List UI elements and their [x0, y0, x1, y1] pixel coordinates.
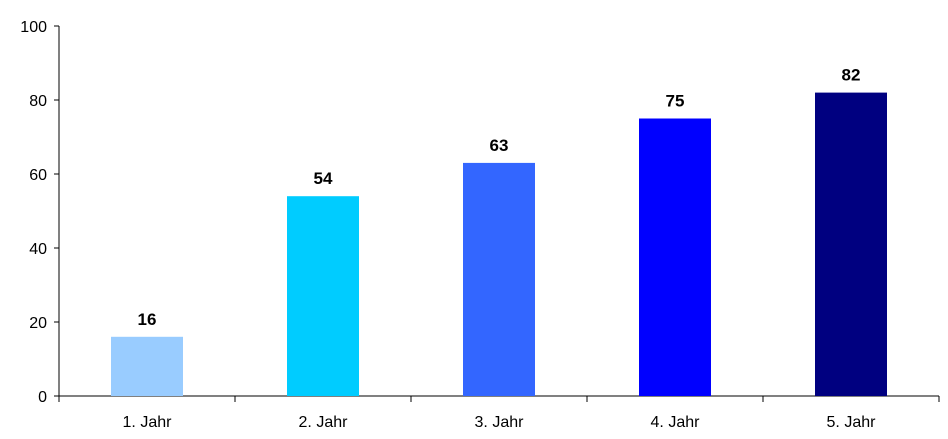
bar-value-label: 63 — [490, 136, 509, 155]
bar — [111, 336, 183, 396]
y-tick-label: 100 — [20, 19, 47, 36]
y-tick-label: 80 — [29, 93, 47, 110]
bar-value-label: 54 — [314, 169, 333, 188]
bar-value-label: 16 — [138, 310, 157, 329]
y-tick-label: 20 — [29, 315, 47, 332]
x-tick-label: 1. Jahr — [123, 414, 173, 431]
y-tick-label: 60 — [29, 167, 47, 184]
x-tick-label: 5. Jahr — [827, 414, 877, 431]
x-tick-label: 3. Jahr — [475, 414, 525, 431]
bar — [639, 118, 711, 396]
bar-series — [111, 92, 887, 396]
y-axis-ticks: 0 20 40 60 80 100 — [20, 19, 59, 406]
data-labels: 16 54 63 75 82 — [138, 66, 861, 329]
bar — [287, 196, 359, 396]
y-tick-label: 40 — [29, 241, 47, 258]
x-tick-label: 2. Jahr — [299, 414, 349, 431]
bar-value-label: 75 — [666, 92, 685, 111]
x-tick-label: 4. Jahr — [651, 414, 701, 431]
y-tick-label: 0 — [38, 389, 47, 406]
bar — [463, 162, 535, 396]
bar — [815, 92, 887, 396]
bar-value-label: 82 — [842, 66, 861, 85]
x-axis-ticks: 1. Jahr 2. Jahr 3. Jahr 4. Jahr 5. Jahr — [58, 396, 940, 431]
